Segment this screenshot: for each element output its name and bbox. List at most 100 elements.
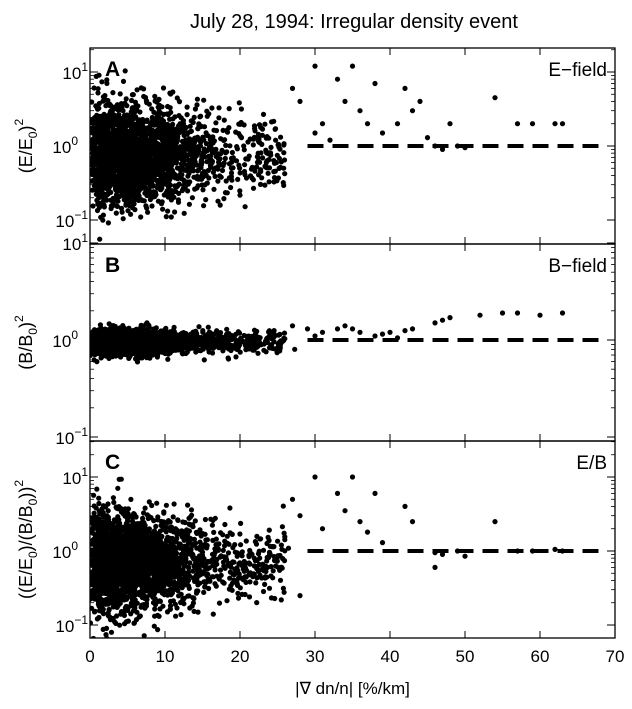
data-point — [113, 324, 118, 329]
data-point — [152, 136, 157, 141]
data-point — [141, 133, 146, 138]
data-point — [196, 348, 201, 353]
data-point — [164, 214, 169, 219]
data-point — [266, 136, 271, 141]
data-point — [185, 112, 190, 117]
data-point — [186, 165, 191, 170]
data-point — [135, 359, 140, 364]
data-point — [187, 179, 192, 184]
data-point — [255, 336, 260, 341]
data-point — [410, 108, 415, 113]
data-point — [91, 141, 96, 146]
data-point — [129, 153, 134, 158]
data-point — [138, 122, 143, 127]
data-point — [179, 332, 184, 337]
data-point — [182, 211, 187, 216]
data-point — [207, 145, 212, 150]
data-point — [178, 121, 183, 126]
data-point — [402, 86, 407, 91]
data-point — [492, 95, 497, 100]
data-point — [152, 94, 157, 99]
data-point — [97, 237, 102, 242]
data-point — [200, 187, 205, 192]
data-point — [97, 130, 102, 135]
data-point — [165, 169, 170, 174]
data-point — [104, 160, 109, 165]
data-point — [251, 142, 256, 147]
data-point — [160, 207, 165, 212]
data-point — [99, 117, 104, 122]
data-point — [277, 147, 282, 152]
data-point — [224, 149, 229, 154]
data-point — [447, 121, 452, 126]
data-point — [180, 139, 185, 144]
data-point — [223, 143, 228, 148]
data-point — [237, 166, 242, 171]
data-point — [271, 119, 276, 124]
data-point — [175, 138, 180, 143]
data-point — [220, 168, 225, 173]
data-point — [191, 120, 196, 125]
data-point — [225, 190, 230, 195]
data-point — [231, 155, 236, 160]
data-point — [182, 344, 187, 349]
data-point — [151, 110, 156, 115]
data-point — [198, 143, 203, 148]
data-point — [123, 68, 128, 73]
data-point — [380, 130, 385, 135]
data-point — [272, 328, 277, 333]
data-point — [210, 134, 215, 139]
data-point — [552, 121, 557, 126]
data-point — [204, 159, 209, 164]
data-point — [104, 150, 109, 155]
data-point — [276, 142, 281, 147]
data-point — [100, 218, 105, 223]
data-point — [266, 171, 271, 176]
data-point — [152, 160, 157, 165]
data-point — [123, 127, 128, 132]
data-point — [186, 142, 191, 147]
data-point — [121, 216, 126, 221]
data-point — [132, 201, 137, 206]
data-point — [175, 165, 180, 170]
data-point — [94, 74, 99, 79]
data-point — [118, 91, 123, 96]
data-point — [168, 138, 173, 143]
data-point — [255, 160, 260, 165]
data-point — [229, 174, 234, 179]
data-point — [234, 144, 239, 149]
data-point — [94, 116, 99, 121]
data-point — [161, 127, 166, 132]
data-point — [258, 167, 263, 172]
data-point — [267, 179, 272, 184]
data-point — [189, 129, 194, 134]
data-point — [357, 108, 362, 113]
data-point — [259, 175, 264, 180]
data-point — [199, 160, 204, 165]
data-point — [123, 120, 128, 125]
data-point — [175, 183, 180, 188]
data-point — [117, 136, 122, 141]
data-point — [95, 192, 100, 197]
data-point — [290, 86, 295, 91]
data-point — [102, 112, 107, 117]
data-point — [243, 204, 248, 209]
data-point — [560, 121, 565, 126]
data-point — [226, 355, 231, 360]
data-point — [246, 157, 251, 162]
data-point — [198, 114, 203, 119]
data-point — [153, 192, 158, 197]
data-point — [238, 170, 243, 175]
data-point — [213, 165, 218, 170]
data-point — [165, 104, 170, 109]
data-point — [95, 208, 100, 213]
data-point — [96, 182, 101, 187]
data-point — [211, 148, 216, 153]
data-point — [201, 203, 206, 208]
data-point — [137, 109, 142, 114]
panel-letter: A — [105, 58, 120, 81]
data-point — [118, 154, 123, 159]
data-point — [123, 186, 128, 191]
data-point — [191, 142, 196, 147]
data-point — [128, 167, 133, 172]
